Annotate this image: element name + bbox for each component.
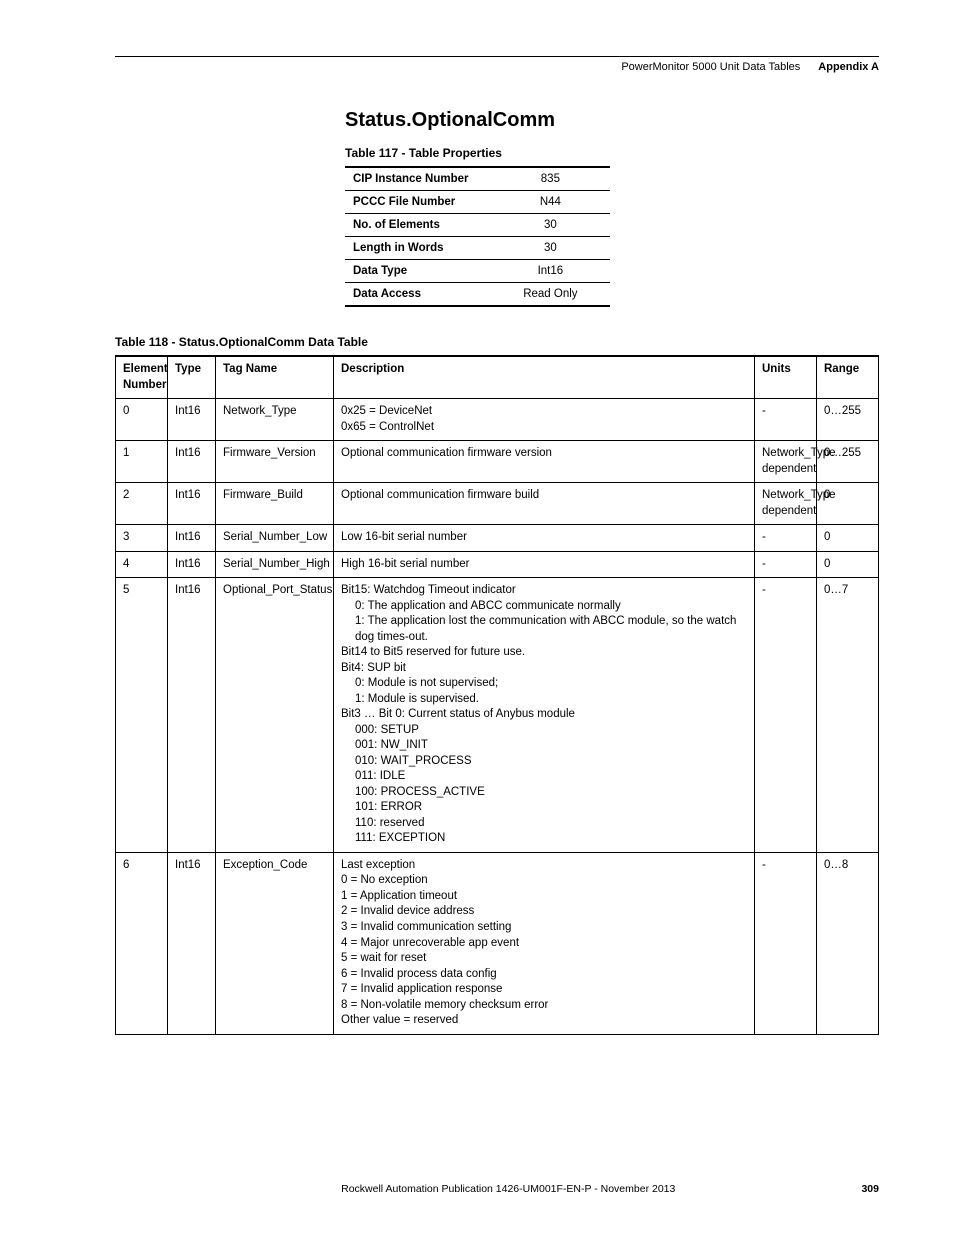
table-row: 0Int16Network_Type0x25 = DeviceNet0x65 =… [116, 399, 879, 441]
cell-type: Int16 [168, 525, 216, 552]
table-row: 6Int16Exception_CodeLast exception0 = No… [116, 852, 879, 1034]
col-units: Units [755, 356, 817, 399]
cell-type: Int16 [168, 483, 216, 525]
cell-element: 0 [116, 399, 168, 441]
cell-range: 0 [817, 483, 879, 525]
prop-value: Read Only [491, 283, 610, 307]
cell-range: 0…255 [817, 399, 879, 441]
table117-caption: Table 117 - Table Properties [345, 146, 879, 160]
section-title: Status.OptionalComm [345, 109, 879, 132]
prop-value: 30 [491, 214, 610, 237]
prop-value: 30 [491, 237, 610, 260]
cell-description: Low 16-bit serial number [334, 525, 755, 552]
cell-range: 0…255 [817, 441, 879, 483]
table117-row: No. of Elements30 [345, 214, 610, 237]
cell-element: 2 [116, 483, 168, 525]
cell-type: Int16 [168, 551, 216, 578]
cell-units: - [755, 399, 817, 441]
cell-element: 6 [116, 852, 168, 1034]
cell-description: 0x25 = DeviceNet0x65 = ControlNet [334, 399, 755, 441]
table-row: 2Int16Firmware_BuildOptional communicati… [116, 483, 879, 525]
col-type: Type [168, 356, 216, 399]
page-header: PowerMonitor 5000 Unit Data Tables Appen… [115, 61, 879, 73]
cell-tag: Exception_Code [216, 852, 334, 1034]
appendix-label: Appendix A [818, 61, 879, 73]
cell-element: 1 [116, 441, 168, 483]
cell-tag: Firmware_Version [216, 441, 334, 483]
cell-tag: Optional_Port_Status [216, 578, 334, 853]
col-element: Element Number [116, 356, 168, 399]
footer-publication: Rockwell Automation Publication 1426-UM0… [155, 1183, 861, 1195]
cell-type: Int16 [168, 852, 216, 1034]
cell-range: 0…8 [817, 852, 879, 1034]
prop-value: Int16 [491, 260, 610, 283]
cell-description: Optional communication firmware build [334, 483, 755, 525]
cell-units: Network_Type dependent [755, 441, 817, 483]
cell-element: 5 [116, 578, 168, 853]
page-footer: Rockwell Automation Publication 1426-UM0… [115, 1183, 879, 1195]
cell-units: - [755, 525, 817, 552]
col-range: Range [817, 356, 879, 399]
cell-range: 0 [817, 525, 879, 552]
cell-type: Int16 [168, 399, 216, 441]
cell-description: High 16-bit serial number [334, 551, 755, 578]
cell-description: Optional communication firmware version [334, 441, 755, 483]
prop-label: CIP Instance Number [345, 167, 491, 191]
cell-units: - [755, 551, 817, 578]
prop-label: Data Type [345, 260, 491, 283]
cell-units: - [755, 578, 817, 853]
cell-element: 3 [116, 525, 168, 552]
footer-page-number: 309 [861, 1183, 879, 1195]
table118-caption: Table 118 - Status.OptionalComm Data Tab… [115, 335, 879, 349]
cell-range: 0 [817, 551, 879, 578]
doc-title: PowerMonitor 5000 Unit Data Tables [621, 61, 800, 73]
table118-header-row: Element Number Type Tag Name Description… [116, 356, 879, 399]
table117-row: PCCC File NumberN44 [345, 191, 610, 214]
table117-row: CIP Instance Number835 [345, 167, 610, 191]
cell-tag: Serial_Number_High [216, 551, 334, 578]
table117-row: Length in Words30 [345, 237, 610, 260]
table-row: 4Int16Serial_Number_HighHigh 16-bit seri… [116, 551, 879, 578]
col-tag: Tag Name [216, 356, 334, 399]
col-desc: Description [334, 356, 755, 399]
table118: Element Number Type Tag Name Description… [115, 355, 879, 1035]
table-row: 3Int16Serial_Number_LowLow 16-bit serial… [116, 525, 879, 552]
cell-tag: Serial_Number_Low [216, 525, 334, 552]
table117: CIP Instance Number835PCCC File NumberN4… [345, 166, 610, 307]
cell-description: Last exception0 = No exception1 = Applic… [334, 852, 755, 1034]
header-rule [115, 56, 879, 57]
cell-tag: Network_Type [216, 399, 334, 441]
cell-description: Bit15: Watchdog Timeout indicator0: The … [334, 578, 755, 853]
table117-row: Data AccessRead Only [345, 283, 610, 307]
cell-units: - [755, 852, 817, 1034]
cell-units: Network_Type dependent [755, 483, 817, 525]
table-row: 5Int16Optional_Port_StatusBit15: Watchdo… [116, 578, 879, 853]
cell-element: 4 [116, 551, 168, 578]
cell-type: Int16 [168, 441, 216, 483]
table-row: 1Int16Firmware_VersionOptional communica… [116, 441, 879, 483]
prop-label: Length in Words [345, 237, 491, 260]
prop-value: N44 [491, 191, 610, 214]
prop-value: 835 [491, 167, 610, 191]
cell-type: Int16 [168, 578, 216, 853]
prop-label: No. of Elements [345, 214, 491, 237]
prop-label: Data Access [345, 283, 491, 307]
cell-tag: Firmware_Build [216, 483, 334, 525]
table117-row: Data TypeInt16 [345, 260, 610, 283]
prop-label: PCCC File Number [345, 191, 491, 214]
cell-range: 0…7 [817, 578, 879, 853]
